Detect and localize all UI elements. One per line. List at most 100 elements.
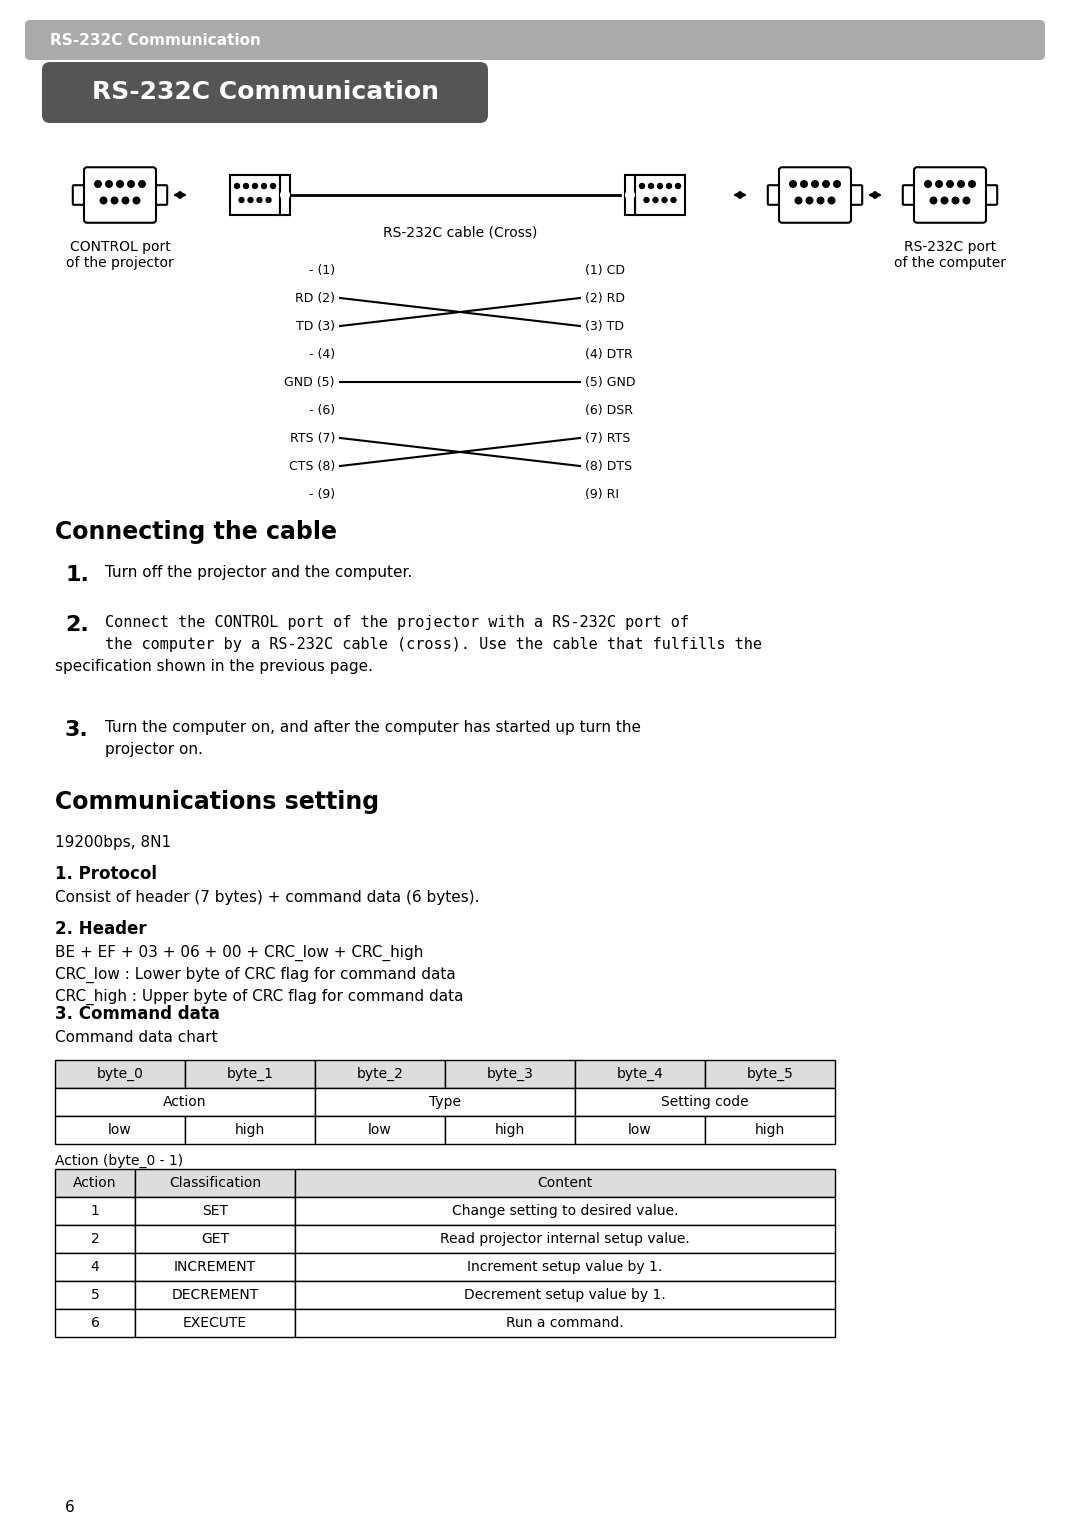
Text: TD (3): TD (3) [296, 320, 335, 332]
Text: specification shown in the previous page.: specification shown in the previous page… [55, 659, 373, 674]
Circle shape [133, 198, 139, 204]
Bar [295, 1169, 835, 1196]
Text: Change setting to desired value.: Change setting to desired value. [451, 1204, 678, 1218]
Text: Turn the computer on, and after the computer has started up turn the: Turn the computer on, and after the comp… [105, 720, 642, 735]
Text: high: high [495, 1123, 525, 1137]
FancyBboxPatch shape [847, 185, 862, 205]
Text: 1: 1 [91, 1204, 99, 1218]
Text: (3) TD: (3) TD [585, 320, 624, 332]
Circle shape [658, 184, 662, 188]
Bar [135, 1253, 295, 1281]
Text: high: high [234, 1123, 265, 1137]
Text: Decrement setup value by 1.: Decrement setup value by 1. [464, 1288, 666, 1302]
Bar [55, 1169, 135, 1196]
Text: (6) DSR: (6) DSR [585, 403, 633, 417]
Circle shape [248, 198, 253, 202]
Bar [185, 1060, 315, 1088]
Bar [315, 1088, 575, 1115]
Text: byte_3: byte_3 [487, 1066, 534, 1082]
Circle shape [958, 181, 964, 187]
Circle shape [644, 198, 649, 202]
Text: 19200bps, 8N1: 19200bps, 8N1 [55, 835, 171, 850]
Text: low: low [108, 1123, 132, 1137]
Bar [295, 1281, 835, 1308]
Text: RS-232C Communication: RS-232C Communication [92, 80, 438, 104]
Bar [315, 1060, 445, 1088]
Circle shape [812, 181, 819, 187]
Text: - (4): - (4) [309, 348, 335, 360]
Bar [135, 1308, 295, 1337]
Text: RD (2): RD (2) [295, 291, 335, 305]
Text: Consist of header (7 bytes) + command data (6 bytes).: Consist of header (7 bytes) + command da… [55, 890, 480, 905]
Text: Command data chart: Command data chart [55, 1030, 218, 1045]
Circle shape [234, 184, 240, 188]
Text: 1. Protocol: 1. Protocol [55, 866, 157, 882]
Bar [55, 1088, 315, 1115]
Text: byte_2: byte_2 [356, 1066, 404, 1082]
Circle shape [122, 198, 129, 204]
Text: high: high [755, 1123, 785, 1137]
Text: Type: Type [429, 1095, 461, 1109]
Text: CRC_low : Lower byte of CRC flag for command data: CRC_low : Lower byte of CRC flag for com… [55, 967, 456, 984]
Text: 1.: 1. [65, 565, 89, 585]
Bar [445, 1060, 575, 1088]
Circle shape [930, 198, 936, 204]
Circle shape [106, 181, 112, 187]
Text: (5) GND: (5) GND [585, 375, 635, 389]
Bar [135, 1169, 295, 1196]
Text: low: low [629, 1123, 652, 1137]
Text: EXECUTE: EXECUTE [183, 1316, 247, 1330]
Bar [55, 1115, 185, 1144]
Circle shape [662, 198, 667, 202]
Text: SET: SET [202, 1204, 228, 1218]
Circle shape [626, 192, 634, 199]
Text: DECREMENT: DECREMENT [172, 1288, 258, 1302]
Text: (9) RI: (9) RI [585, 487, 619, 501]
Text: - (6): - (6) [309, 403, 335, 417]
Circle shape [639, 184, 645, 188]
Circle shape [266, 198, 271, 202]
Circle shape [806, 198, 813, 204]
Text: 3.: 3. [65, 720, 89, 740]
Circle shape [789, 181, 796, 187]
Bar [295, 1253, 835, 1281]
Circle shape [924, 181, 931, 187]
Text: (8) DTS: (8) DTS [585, 460, 632, 472]
Text: byte_4: byte_4 [617, 1066, 663, 1082]
Circle shape [127, 181, 134, 187]
Text: Communications setting: Communications setting [55, 791, 379, 813]
Circle shape [100, 198, 107, 204]
FancyBboxPatch shape [25, 20, 1045, 60]
Bar [135, 1196, 295, 1226]
Text: 2: 2 [91, 1232, 99, 1246]
Bar [705, 1115, 835, 1144]
Bar [705, 1060, 835, 1088]
Text: 6: 6 [91, 1316, 99, 1330]
FancyBboxPatch shape [84, 167, 156, 222]
Bar [55, 1308, 135, 1337]
Text: Increment setup value by 1.: Increment setup value by 1. [468, 1259, 663, 1275]
Text: Connect the CONTROL port of the projector with a RS-232C port of: Connect the CONTROL port of the projecto… [105, 614, 689, 630]
Text: RS-232C port
of the computer: RS-232C port of the computer [894, 241, 1005, 270]
Text: Content: Content [538, 1177, 593, 1190]
Text: 5: 5 [91, 1288, 99, 1302]
Text: byte_0: byte_0 [96, 1066, 144, 1082]
Circle shape [823, 181, 829, 187]
Bar [445, 1115, 575, 1144]
Text: byte_1: byte_1 [227, 1066, 273, 1082]
Bar [55, 1196, 135, 1226]
Circle shape [671, 198, 676, 202]
Circle shape [947, 181, 954, 187]
Bar [135, 1281, 295, 1308]
Circle shape [111, 198, 118, 204]
FancyBboxPatch shape [72, 185, 87, 205]
Text: 2. Header: 2. Header [55, 921, 147, 938]
Circle shape [257, 198, 262, 202]
Bar [295, 1196, 835, 1226]
FancyBboxPatch shape [42, 61, 488, 123]
Bar [295, 1308, 835, 1337]
Circle shape [648, 184, 653, 188]
Circle shape [95, 181, 102, 187]
Circle shape [117, 181, 123, 187]
Bar [135, 1226, 295, 1253]
